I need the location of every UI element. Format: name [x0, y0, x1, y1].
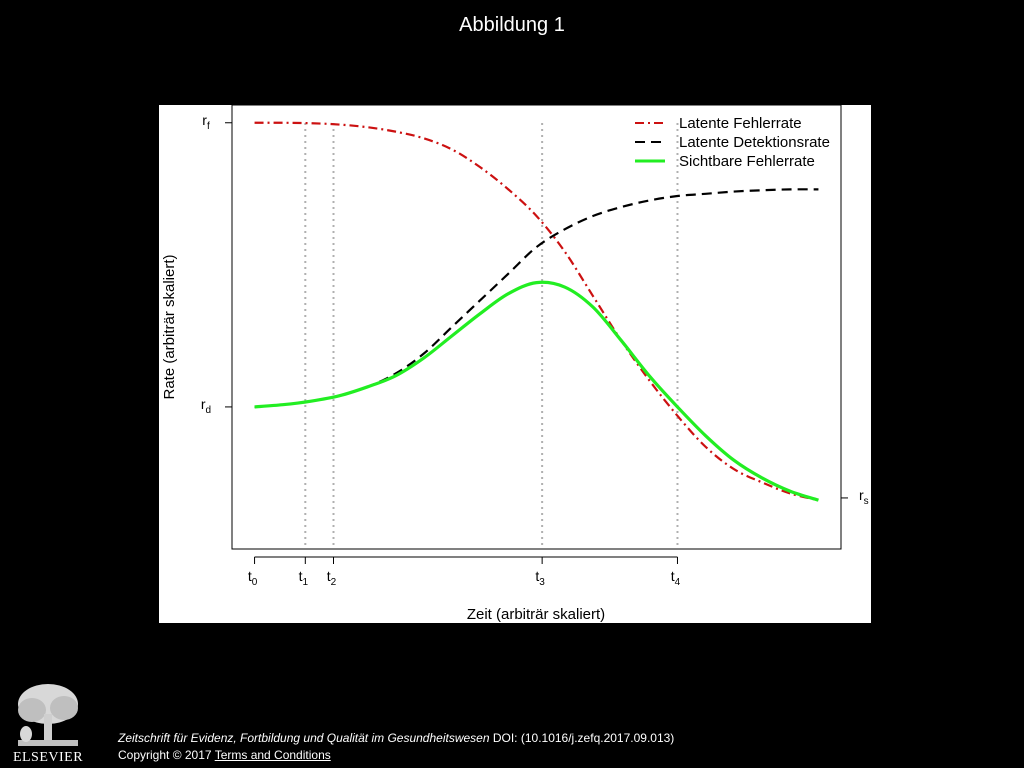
elsevier-tree-logo-icon — [10, 680, 86, 750]
x-tick-label-t1: t1 — [299, 568, 309, 588]
slide-title: Abbildung 1 — [459, 14, 565, 36]
x-tick-label-t0: t0 — [248, 568, 258, 588]
x-axis-label: Zeit (arbiträr skaliert) — [467, 606, 605, 623]
citation-line: Zeitschrift für Evidenz, Fortbildung und… — [118, 730, 674, 747]
legend-label-1: Latente Detektionsrate — [679, 134, 830, 151]
y-tick-label-rf: rf — [202, 112, 210, 132]
copyright-line: Copyright © 2017 Terms and Conditions — [118, 747, 674, 764]
copyright-text: Copyright © 2017 — [118, 748, 215, 762]
x-tick-label-t3: t3 — [535, 568, 545, 588]
legend-label-0: Latente Fehlerrate — [679, 115, 802, 132]
figure-panel: t0 t1 t2 t3 t4 rf rd rs Latente Fehlerrate Laten… — [159, 105, 871, 623]
series-line-latente-fehlerrate — [254, 121, 819, 502]
plot-frame — [231, 105, 842, 550]
series-line-sichtbare-fehlerrate — [254, 280, 819, 502]
footer-citation: Zeitschrift für Evidenz, Fortbildung und… — [118, 730, 674, 764]
legend-label-2: Sichtbare Fehlerrate — [679, 153, 815, 170]
terms-and-conditions-link[interactable]: Terms and Conditions — [214, 748, 331, 762]
right-tick-label-rs: rs — [859, 487, 869, 507]
x-tick-label-t4: t4 — [671, 568, 681, 588]
elsevier-logo: ELSEVIER — [10, 680, 86, 766]
journal-name: Zeitschrift für Evidenz, Fortbildung und… — [118, 731, 490, 745]
y-tick-label-rd: rd — [201, 396, 211, 416]
y-axis-label: Rate (arbiträr skaliert) — [161, 254, 178, 399]
x-tick-label-t2: t2 — [327, 568, 337, 588]
elsevier-logo-text: ELSEVIER — [12, 750, 84, 765]
series-line-latente-detektionsrate — [254, 188, 819, 409]
doi-text: DOI: (10.1016/j.zefq.2017.09.013) — [489, 731, 675, 745]
line-chart: t0 t1 t2 t3 t4 rf rd rs Latente Fehlerrate Laten… — [161, 105, 869, 623]
